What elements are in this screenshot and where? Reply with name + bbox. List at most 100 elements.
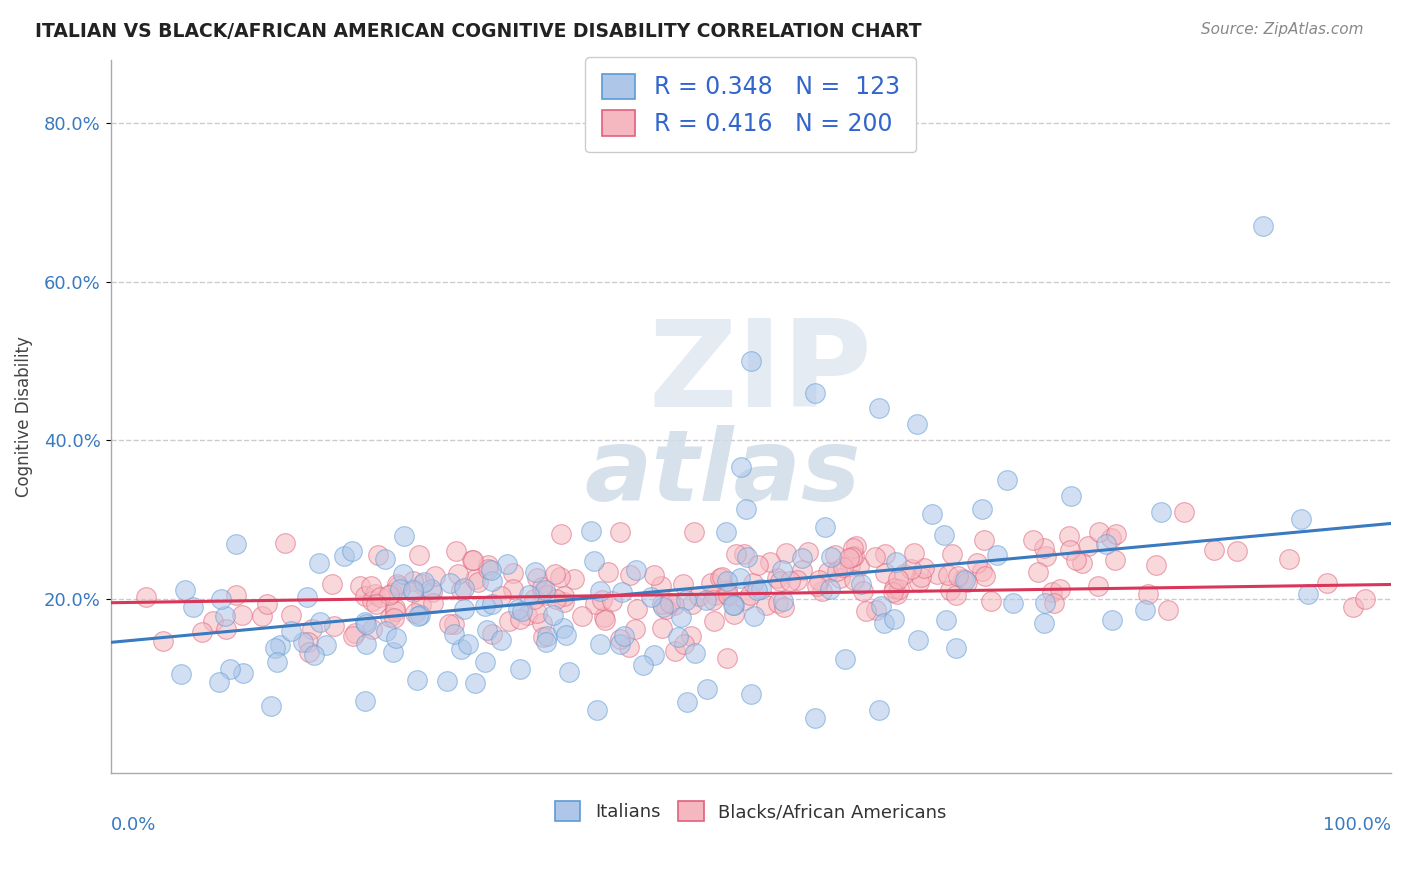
Point	[811, 584, 834, 599]
Point	[481, 598, 503, 612]
Point	[315, 639, 337, 653]
Point	[610, 585, 633, 599]
Point	[477, 558, 499, 573]
Point	[865, 550, 887, 565]
Point	[1095, 537, 1118, 551]
Point	[360, 623, 382, 637]
Point	[683, 646, 706, 660]
Point	[948, 569, 970, 583]
Point	[974, 569, 997, 583]
Point	[725, 547, 748, 561]
Point	[457, 637, 479, 651]
Point	[873, 616, 896, 631]
Point	[772, 593, 794, 607]
Point	[716, 574, 738, 589]
Point	[413, 575, 436, 590]
Point	[651, 621, 673, 635]
Point	[450, 642, 472, 657]
Point	[669, 609, 692, 624]
Point	[986, 548, 1008, 562]
Point	[349, 579, 371, 593]
Point	[1144, 558, 1167, 572]
Point	[907, 633, 929, 648]
Point	[842, 573, 865, 587]
Point	[530, 580, 553, 594]
Point	[824, 548, 846, 562]
Point	[845, 539, 868, 553]
Point	[481, 574, 503, 589]
Point	[498, 614, 520, 628]
Point	[745, 583, 768, 598]
Point	[941, 547, 963, 561]
Point	[367, 549, 389, 563]
Point	[688, 589, 710, 603]
Point	[893, 567, 915, 582]
Point	[404, 607, 426, 621]
Point	[439, 576, 461, 591]
Point	[773, 599, 796, 614]
Point	[555, 628, 578, 642]
Point	[232, 666, 254, 681]
Point	[502, 566, 524, 581]
Point	[673, 637, 696, 651]
Point	[534, 582, 557, 597]
Point	[723, 598, 745, 612]
Point	[873, 548, 896, 562]
Point	[825, 565, 848, 579]
Point	[384, 601, 406, 615]
Point	[546, 591, 568, 606]
Point	[391, 567, 413, 582]
Point	[841, 549, 863, 564]
Point	[558, 665, 581, 679]
Text: 100.0%: 100.0%	[1323, 816, 1391, 834]
Point	[619, 568, 641, 582]
Point	[883, 581, 905, 595]
Point	[848, 558, 870, 573]
Point	[378, 609, 401, 624]
Point	[839, 558, 862, 573]
Point	[354, 694, 377, 708]
Point	[524, 565, 547, 579]
Point	[436, 673, 458, 688]
Point	[309, 615, 332, 629]
Point	[401, 574, 423, 589]
Point	[675, 593, 697, 607]
Point	[302, 648, 325, 662]
Point	[595, 613, 617, 627]
Point	[467, 574, 489, 589]
Point	[526, 571, 548, 585]
Point	[463, 553, 485, 567]
Point	[804, 711, 827, 725]
Point	[589, 584, 612, 599]
Point	[886, 587, 908, 601]
Point	[808, 573, 831, 587]
Point	[612, 629, 634, 643]
Point	[592, 592, 614, 607]
Point	[1071, 556, 1094, 570]
Point	[716, 583, 738, 598]
Point	[1277, 552, 1299, 566]
Point	[749, 582, 772, 596]
Point	[332, 549, 354, 564]
Point	[402, 583, 425, 598]
Point	[375, 624, 398, 638]
Point	[740, 687, 762, 701]
Point	[717, 588, 740, 602]
Point	[790, 563, 813, 577]
Point	[609, 524, 631, 539]
Point	[855, 604, 877, 618]
Point	[135, 590, 157, 604]
Point	[1032, 541, 1054, 556]
Point	[766, 596, 789, 610]
Point	[214, 609, 236, 624]
Point	[1251, 219, 1274, 233]
Point	[301, 622, 323, 636]
Point	[817, 566, 839, 580]
Point	[419, 582, 441, 596]
Point	[1226, 544, 1249, 558]
Point	[409, 608, 432, 623]
Point	[953, 573, 976, 587]
Point	[865, 603, 887, 617]
Point	[887, 582, 910, 597]
Point	[437, 616, 460, 631]
